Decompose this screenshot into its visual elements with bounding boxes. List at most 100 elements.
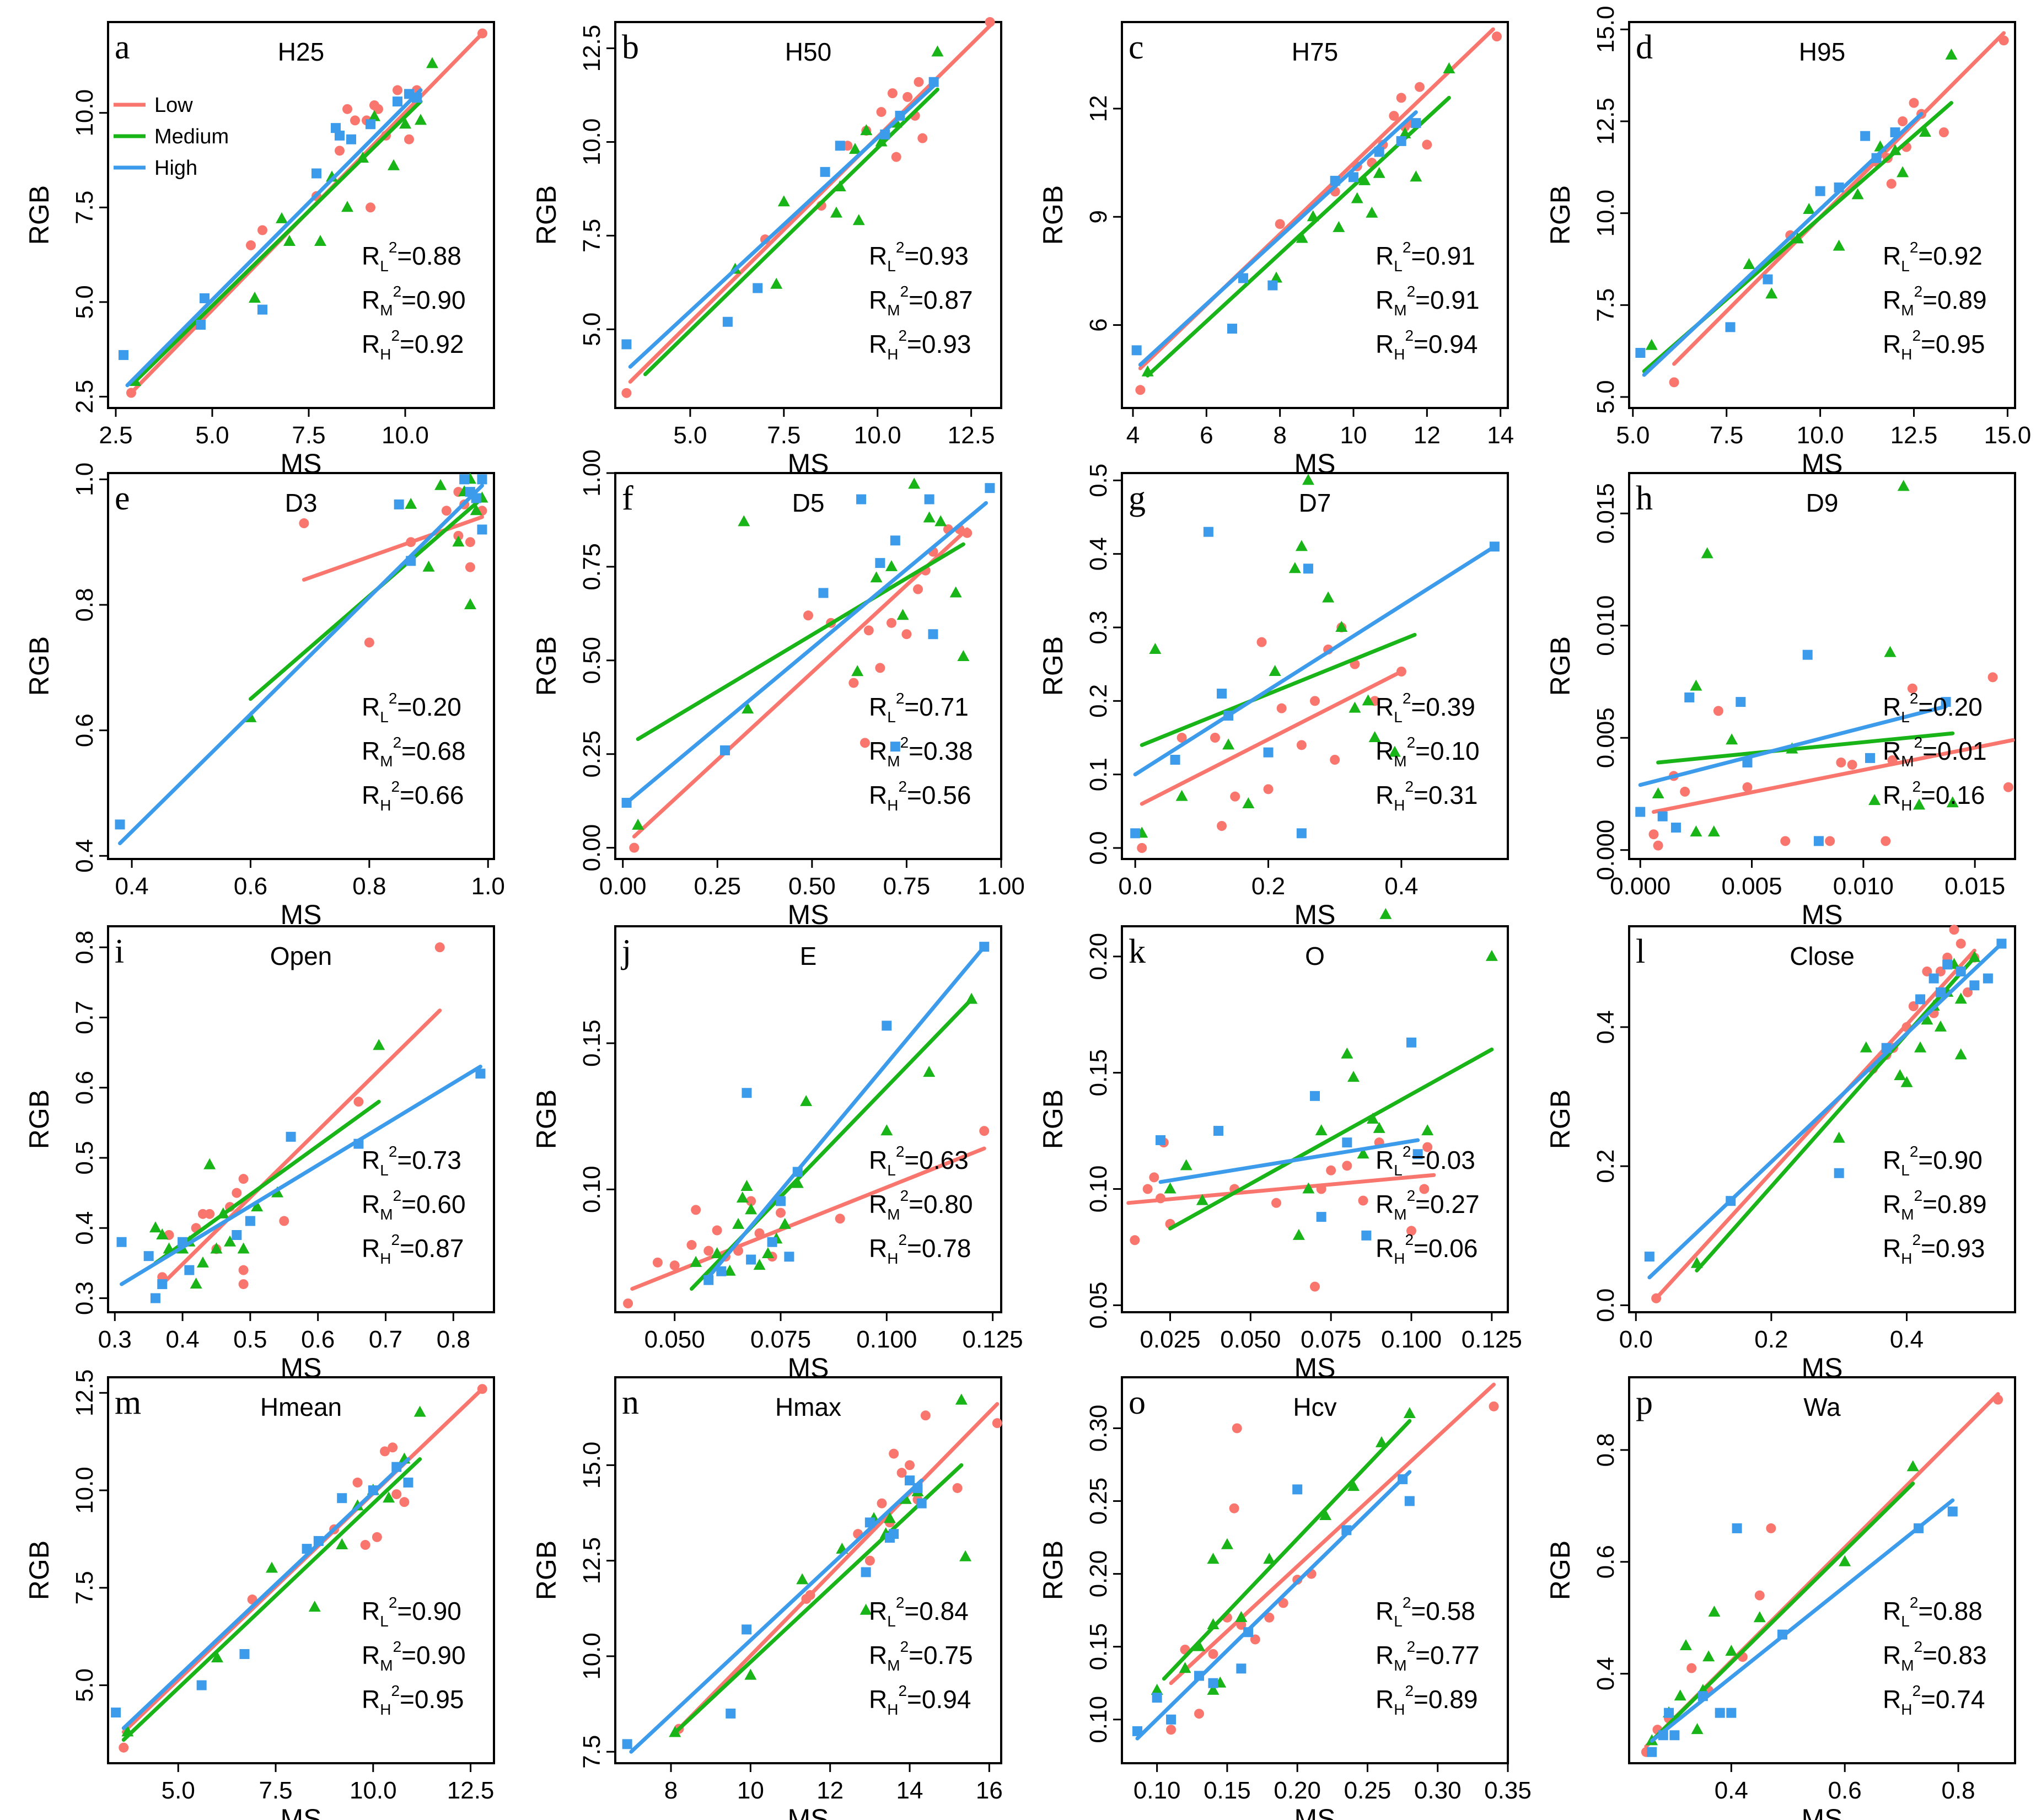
point-medium bbox=[770, 277, 783, 289]
panel-letter: e bbox=[115, 480, 130, 517]
point-low bbox=[1264, 1612, 1275, 1623]
y-axis-label: RGB bbox=[1545, 636, 1576, 696]
panel-letter: f bbox=[622, 480, 633, 517]
point-medium bbox=[210, 1242, 223, 1254]
y-tick-label: 0.2 bbox=[1592, 1150, 1619, 1183]
point-low bbox=[353, 1097, 364, 1107]
point-low bbox=[863, 625, 874, 636]
y-tick-label: 10.0 bbox=[71, 89, 98, 137]
x-tick-label: 0.4 bbox=[115, 873, 148, 900]
point-medium bbox=[1235, 1610, 1248, 1622]
y-tick-label: 10.0 bbox=[71, 1467, 98, 1514]
point-high bbox=[1941, 697, 1951, 707]
y-tick-label: 6 bbox=[1085, 318, 1112, 331]
point-high bbox=[459, 474, 470, 485]
x-tick-label: 10.0 bbox=[350, 1777, 397, 1804]
point-low bbox=[1149, 1172, 1159, 1183]
y-tick-label: 0.4 bbox=[1085, 537, 1112, 571]
point-medium bbox=[860, 124, 873, 136]
point-medium bbox=[1388, 745, 1401, 757]
y-tick-label: 0.6 bbox=[1592, 1545, 1619, 1579]
point-high bbox=[861, 1567, 871, 1577]
point-medium bbox=[1707, 825, 1720, 837]
point-high bbox=[776, 1196, 786, 1206]
point-low bbox=[905, 1460, 915, 1470]
panel-title: H25 bbox=[278, 37, 324, 66]
point-low bbox=[1330, 755, 1340, 765]
point-high bbox=[1152, 1693, 1162, 1703]
point-high bbox=[767, 1237, 777, 1247]
point-medium bbox=[1295, 540, 1308, 551]
x-tick-label: 12 bbox=[1414, 422, 1441, 449]
point-high bbox=[1657, 811, 1668, 822]
point-high bbox=[1217, 689, 1227, 699]
fit-line-high bbox=[120, 1065, 482, 1286]
point-high bbox=[1647, 1747, 1657, 1757]
point-low bbox=[238, 1279, 249, 1290]
point-medium bbox=[778, 1217, 791, 1229]
point-low bbox=[901, 629, 912, 640]
point-high bbox=[286, 1131, 296, 1142]
point-medium bbox=[1914, 1041, 1927, 1053]
r2-low: RL2=0.71 bbox=[869, 690, 969, 726]
panel-title: D5 bbox=[792, 488, 825, 517]
y-tick-label: 0.5 bbox=[71, 1141, 98, 1174]
point-low bbox=[1263, 784, 1274, 794]
x-tick-label: 0.050 bbox=[644, 1326, 705, 1353]
point-low bbox=[279, 1216, 289, 1226]
y-tick-label: 0.25 bbox=[1085, 1478, 1112, 1525]
y-tick-label: 0.7 bbox=[71, 1001, 98, 1034]
point-high bbox=[143, 1251, 154, 1261]
point-medium bbox=[957, 650, 970, 662]
point-low bbox=[1229, 1503, 1239, 1513]
point-low bbox=[1836, 758, 1846, 767]
point-low bbox=[1686, 1663, 1697, 1673]
point-medium bbox=[1652, 787, 1664, 798]
point-medium bbox=[744, 1668, 757, 1680]
y-axis-label: RGB bbox=[531, 1540, 562, 1600]
plot-frame bbox=[1121, 472, 1509, 860]
point-low bbox=[1210, 733, 1220, 743]
point-low bbox=[246, 240, 256, 250]
x-tick-label: 0.0 bbox=[1119, 873, 1152, 900]
point-medium bbox=[885, 560, 898, 571]
point-medium bbox=[761, 1247, 774, 1258]
point-medium bbox=[1288, 562, 1301, 573]
x-tick-label: 0.25 bbox=[1344, 1777, 1392, 1804]
fit-line-medium bbox=[153, 1099, 381, 1265]
fit-line-low bbox=[160, 1008, 442, 1286]
y-tick-label: 0.2 bbox=[1085, 684, 1112, 718]
point-medium bbox=[955, 1393, 968, 1405]
point-low bbox=[913, 584, 923, 594]
point-high bbox=[622, 1739, 632, 1749]
legend: Low Medium High bbox=[114, 94, 229, 180]
point-medium bbox=[283, 235, 296, 246]
point-medium bbox=[237, 1242, 250, 1254]
point-high bbox=[928, 629, 938, 640]
fit-line-high bbox=[1638, 704, 1948, 787]
point-low bbox=[1194, 1709, 1204, 1719]
plot-frame bbox=[107, 472, 495, 860]
point-medium bbox=[1347, 1071, 1360, 1082]
point-high bbox=[1213, 1126, 1223, 1136]
point-low bbox=[1898, 116, 1908, 126]
point-low bbox=[691, 1205, 701, 1215]
point-medium bbox=[1193, 1640, 1205, 1651]
x-tick-label: 0.015 bbox=[1944, 873, 2005, 900]
x-tick-label: 1.0 bbox=[471, 873, 505, 900]
x-tick-label: 0.100 bbox=[856, 1326, 917, 1353]
point-high bbox=[1802, 649, 1813, 660]
x-axis-label: MS bbox=[1294, 1352, 1336, 1383]
panel-letter: h bbox=[1636, 480, 1653, 517]
r2-medium: RM2=0.10 bbox=[1376, 734, 1480, 770]
x-tick-label: 0.2 bbox=[1251, 873, 1285, 900]
r2-high: RH2=0.56 bbox=[869, 778, 971, 814]
r2-high: RH2=0.66 bbox=[362, 778, 464, 814]
fit-line-high bbox=[1135, 1470, 1412, 1741]
fit-line-high bbox=[706, 944, 986, 1279]
point-medium bbox=[1270, 271, 1282, 283]
y-tick-label: 0.4 bbox=[1592, 1657, 1619, 1690]
point-high bbox=[1292, 1484, 1303, 1495]
x-tick-label: 12.5 bbox=[447, 1777, 495, 1804]
point-medium bbox=[745, 1203, 758, 1215]
